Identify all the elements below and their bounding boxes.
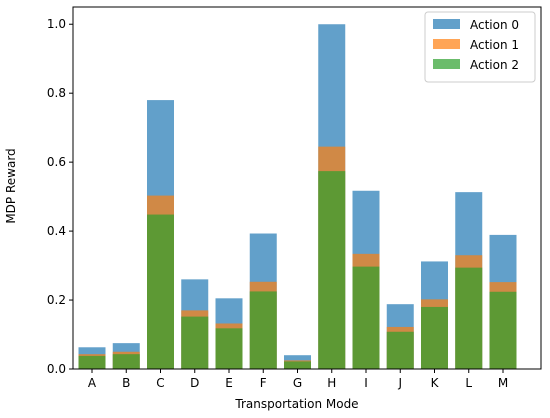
- y-tick-label: 0.0: [47, 362, 66, 376]
- x-axis-label: Transportation Mode: [234, 397, 358, 411]
- bar-action-2-D: [181, 316, 209, 369]
- bar-action-2-E: [215, 328, 243, 369]
- legend: Action 0 Action 1 Action 2: [424, 11, 536, 83]
- y-tick-label: 0.8: [47, 86, 66, 100]
- axes: 0.0 0.2 0.4 0.6 0.8 1.0 A B C D E F G H I J K L M: [47, 6, 542, 390]
- bar-action-2-K: [421, 306, 448, 369]
- x-tick-label: I: [364, 376, 368, 390]
- x-tick-label: L: [465, 376, 472, 390]
- axes-frame: [72, 6, 542, 370]
- x-tick-label: B: [122, 376, 130, 390]
- x-tick-label: H: [327, 376, 336, 390]
- y-axis-label: MDP Reward: [4, 148, 18, 223]
- x-tick-label: K: [431, 376, 440, 390]
- bar-action-2-B: [112, 354, 140, 369]
- x-tick-label: F: [260, 376, 267, 390]
- y-tick-label: 0.4: [47, 224, 66, 238]
- y-tick-label: 0.2: [47, 293, 66, 307]
- x-tick-label: J: [397, 376, 402, 390]
- legend-label: Action 2: [470, 58, 519, 72]
- bar-action-2-F: [249, 291, 277, 369]
- bar-action-2-J: [386, 331, 414, 369]
- bar-action-2-H: [318, 171, 346, 369]
- legend-label: Action 0: [470, 18, 519, 32]
- bar-action-2-L: [455, 267, 483, 369]
- legend-swatch: [433, 59, 460, 69]
- x-tick-label: A: [88, 376, 97, 390]
- x-tick-label: D: [190, 376, 199, 390]
- bar-action-2-I: [352, 266, 380, 369]
- bar-action-2-C: [147, 214, 174, 369]
- bar-action-2-G: [284, 361, 311, 369]
- x-tick-label: E: [225, 376, 233, 390]
- legend-label: Action 1: [470, 38, 519, 52]
- y-tick-label: 0.6: [47, 155, 66, 169]
- legend-swatch: [433, 19, 460, 29]
- legend-swatch: [433, 39, 460, 49]
- y-tick-label: 1.0: [47, 17, 66, 31]
- plot-area: [78, 24, 517, 370]
- bar-action-2-M: [489, 291, 517, 369]
- bar-action-2-A: [78, 355, 106, 369]
- x-tick-label: M: [498, 376, 508, 390]
- x-tick-label: C: [156, 376, 164, 390]
- x-tick-label: G: [293, 376, 302, 390]
